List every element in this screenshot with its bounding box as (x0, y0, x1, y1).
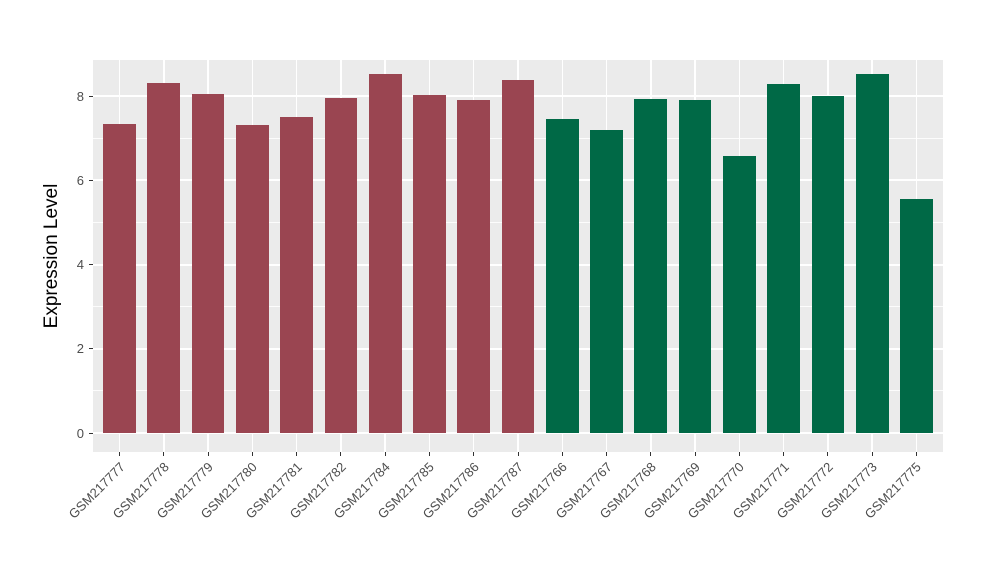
y-tick-mark (89, 179, 93, 181)
bar-GSM217773 (855, 74, 889, 434)
x-tick-mark (561, 452, 563, 456)
bar-GSM217778 (147, 82, 181, 434)
bar-GSM217779 (191, 94, 225, 434)
x-tick-mark (517, 452, 519, 456)
bar-GSM217769 (678, 99, 712, 434)
x-tick-mark (871, 452, 873, 456)
x-tick-mark (650, 452, 652, 456)
bar-GSM217771 (767, 84, 800, 434)
y-tick-label: 6 (76, 172, 84, 188)
y-tick-mark (89, 348, 93, 350)
y-tick-mark (89, 432, 93, 434)
x-tick-mark (163, 452, 165, 456)
x-tick-mark (915, 452, 917, 456)
y-tick-label: 2 (76, 341, 84, 357)
bar-GSM217780 (235, 124, 269, 434)
bar-GSM217786 (457, 99, 491, 434)
plot-panel (93, 60, 943, 452)
bar-GSM217782 (324, 98, 358, 434)
x-tick-mark (827, 452, 829, 456)
bar-GSM217767 (590, 129, 623, 434)
x-tick-mark (738, 452, 740, 456)
x-tick-mark (296, 452, 298, 456)
x-tick-mark (428, 452, 430, 456)
bar-GSM217785 (413, 94, 446, 434)
x-tick-mark (606, 452, 608, 456)
bar-GSM217781 (280, 117, 314, 434)
x-tick-mark (473, 452, 475, 456)
x-tick-mark (119, 452, 121, 456)
y-tick-label: 0 (76, 425, 84, 441)
x-tick-mark (207, 452, 209, 456)
bar-GSM217772 (811, 95, 845, 434)
bar-GSM217777 (103, 123, 136, 434)
bar-GSM217766 (545, 118, 579, 434)
bar-GSM217784 (368, 73, 402, 434)
bar-GSM217775 (900, 198, 933, 434)
x-tick-mark (340, 452, 342, 456)
x-tick-mark (251, 452, 253, 456)
bar-GSM217768 (634, 98, 668, 434)
y-tick-label: 8 (76, 88, 84, 104)
bar-GSM217770 (722, 156, 756, 434)
x-tick-mark (384, 452, 386, 456)
x-tick-mark (783, 452, 785, 456)
x-tick-mark (694, 452, 696, 456)
y-tick-label: 4 (76, 257, 84, 273)
y-tick-mark (89, 264, 93, 266)
y-axis-title: Expression Level (41, 183, 62, 329)
y-tick-mark (89, 95, 93, 97)
bar-GSM217787 (501, 80, 535, 434)
